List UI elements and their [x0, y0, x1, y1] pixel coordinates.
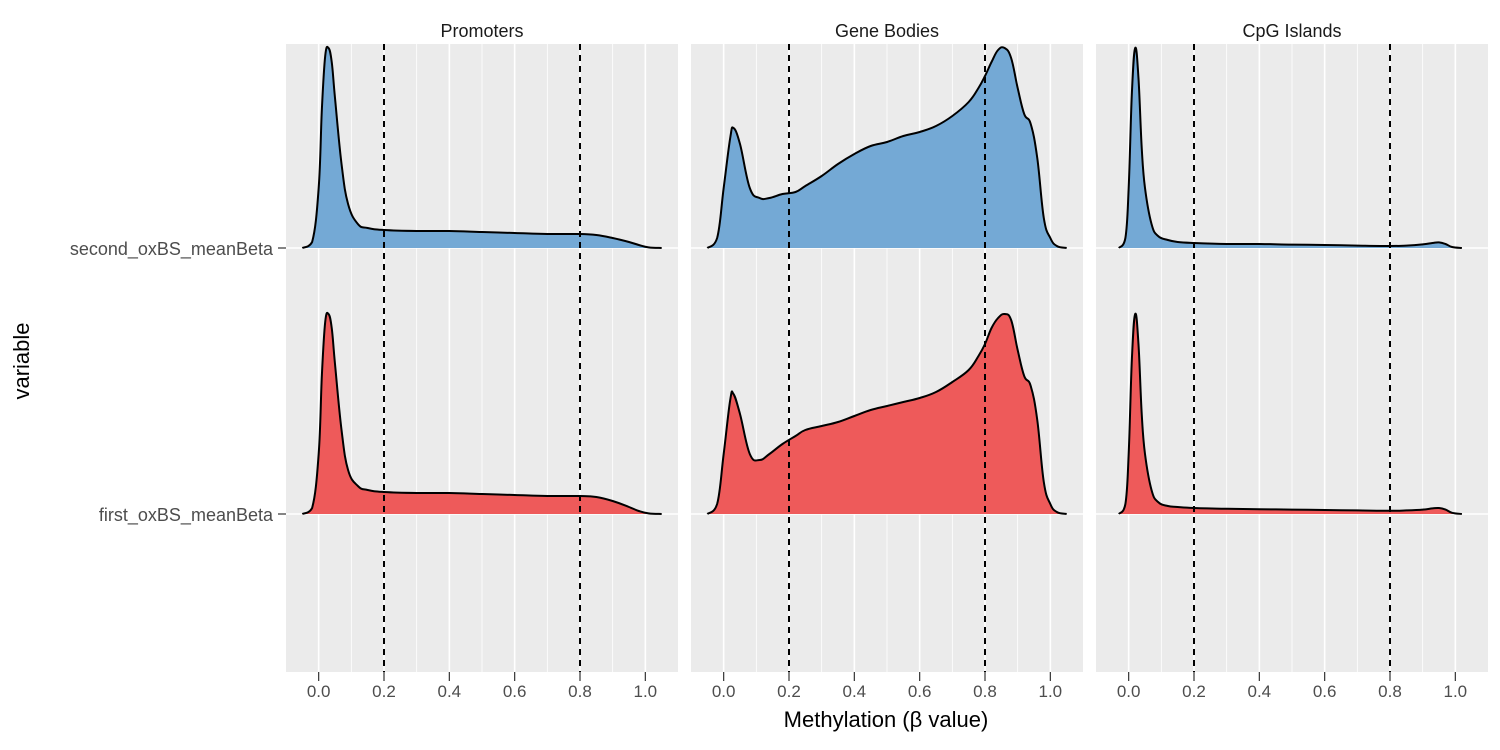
- x-tick-label: 0.2: [777, 682, 801, 701]
- density-outline-second-oxbs-meanbeta: [706, 46, 1067, 249]
- x-tick-label: 0.6: [1313, 682, 1337, 701]
- x-tick-label: 0.0: [712, 682, 736, 701]
- density-area-second-oxbs-meanbeta: [707, 47, 1067, 248]
- x-tick-label: 0.2: [372, 682, 396, 701]
- y-category-label-second: second_oxBS_meanBeta: [70, 239, 274, 260]
- y-category-labels: second_oxBS_meanBeta first_oxBS_meanBeta: [70, 239, 274, 526]
- x-tick-label: 0.6: [908, 682, 932, 701]
- panel-gene-bodies: Gene Bodies 0.0 0.2 0.4 0.6 0.8 1.0: [691, 21, 1083, 701]
- x-tick-label: 0.8: [973, 682, 997, 701]
- x-tick-label: 0.0: [307, 682, 331, 701]
- density-outline-second-oxbs-meanbeta: [301, 45, 662, 249]
- y-axis-title: variable: [9, 322, 34, 399]
- density-area-first-oxbs-meanbeta: [707, 313, 1067, 514]
- density-outline-second-oxbs-meanbeta: [1118, 46, 1462, 249]
- x-tick-label: 0.8: [1378, 682, 1402, 701]
- panel-promoters: Promoters 0.0 0.2 0.4 0.6 0.8 1.0: [286, 21, 678, 701]
- x-tick-label: 1.0: [634, 682, 658, 701]
- x-tick-label: 0.4: [1248, 682, 1272, 701]
- density-area-second-oxbs-meanbeta: [302, 46, 662, 249]
- density-area-first-oxbs-meanbeta: [302, 312, 662, 514]
- density-outline-first-oxbs-meanbeta: [1118, 312, 1462, 515]
- x-tick-label: 0.4: [438, 682, 462, 701]
- x-tick-label: 0.0: [1117, 682, 1141, 701]
- x-tick-label: 0.4: [843, 682, 867, 701]
- panels-layer: Promoters 0.0 0.2 0.4 0.6 0.8 1.0 Gene Bodies 0.…: [278, 21, 1488, 701]
- x-tick-label: 0.2: [1182, 682, 1206, 701]
- panel-title-promoters: Promoters: [440, 21, 523, 41]
- panel-cpg-islands: CpG Islands 0.0 0.2 0.4 0.6 0.8 1.0: [1096, 21, 1488, 701]
- x-tick-label: 1.0: [1039, 682, 1063, 701]
- x-axis-title: Methylation (β value): [784, 707, 989, 732]
- density-outline-first-oxbs-meanbeta: [706, 312, 1067, 515]
- x-tick-label: 1.0: [1444, 682, 1468, 701]
- panel-title-gene-bodies: Gene Bodies: [835, 21, 939, 41]
- density-outline-first-oxbs-meanbeta: [301, 311, 662, 515]
- x-tick-label: 0.8: [568, 682, 592, 701]
- x-tick-label: 0.6: [503, 682, 527, 701]
- panel-title-cpg-islands: CpG Islands: [1242, 21, 1341, 41]
- y-category-label-first: first_oxBS_meanBeta: [99, 505, 274, 526]
